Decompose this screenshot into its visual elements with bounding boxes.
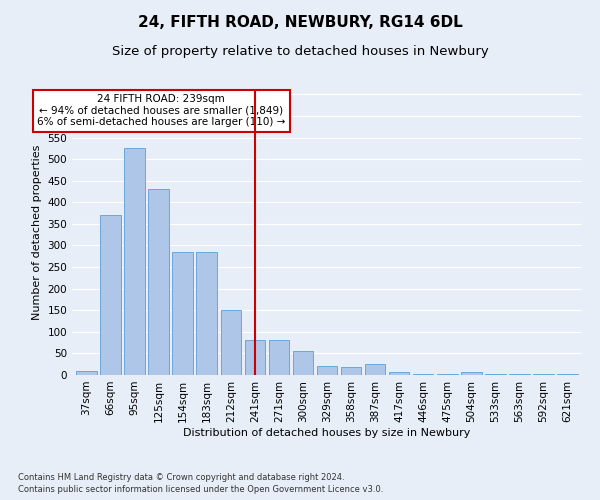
Bar [245,340,265,375]
Text: Contains HM Land Registry data © Crown copyright and database right 2024.: Contains HM Land Registry data © Crown c… [18,473,344,482]
Bar [172,252,193,375]
Bar [485,374,506,375]
Bar [293,351,313,375]
Bar [269,340,289,375]
Text: 24, FIFTH ROAD, NEWBURY, RG14 6DL: 24, FIFTH ROAD, NEWBURY, RG14 6DL [137,15,463,30]
Bar [124,148,145,375]
Bar [196,252,217,375]
Text: Size of property relative to detached houses in Newbury: Size of property relative to detached ho… [112,45,488,58]
Bar [533,374,554,375]
Bar [509,374,530,375]
Text: Contains public sector information licensed under the Open Government Licence v3: Contains public sector information licen… [18,486,383,494]
Bar [221,310,241,375]
Bar [148,190,169,375]
Bar [413,374,433,375]
Text: 24 FIFTH ROAD: 239sqm
← 94% of detached houses are smaller (1,849)
6% of semi-de: 24 FIFTH ROAD: 239sqm ← 94% of detached … [37,94,286,128]
Bar [100,215,121,375]
Bar [389,372,409,375]
Bar [76,370,97,375]
Bar [341,367,361,375]
Y-axis label: Number of detached properties: Number of detached properties [32,145,42,320]
Bar [437,374,458,375]
Bar [317,366,337,375]
Bar [557,374,578,375]
Bar [461,372,482,375]
X-axis label: Distribution of detached houses by size in Newbury: Distribution of detached houses by size … [184,428,470,438]
Bar [365,364,385,375]
